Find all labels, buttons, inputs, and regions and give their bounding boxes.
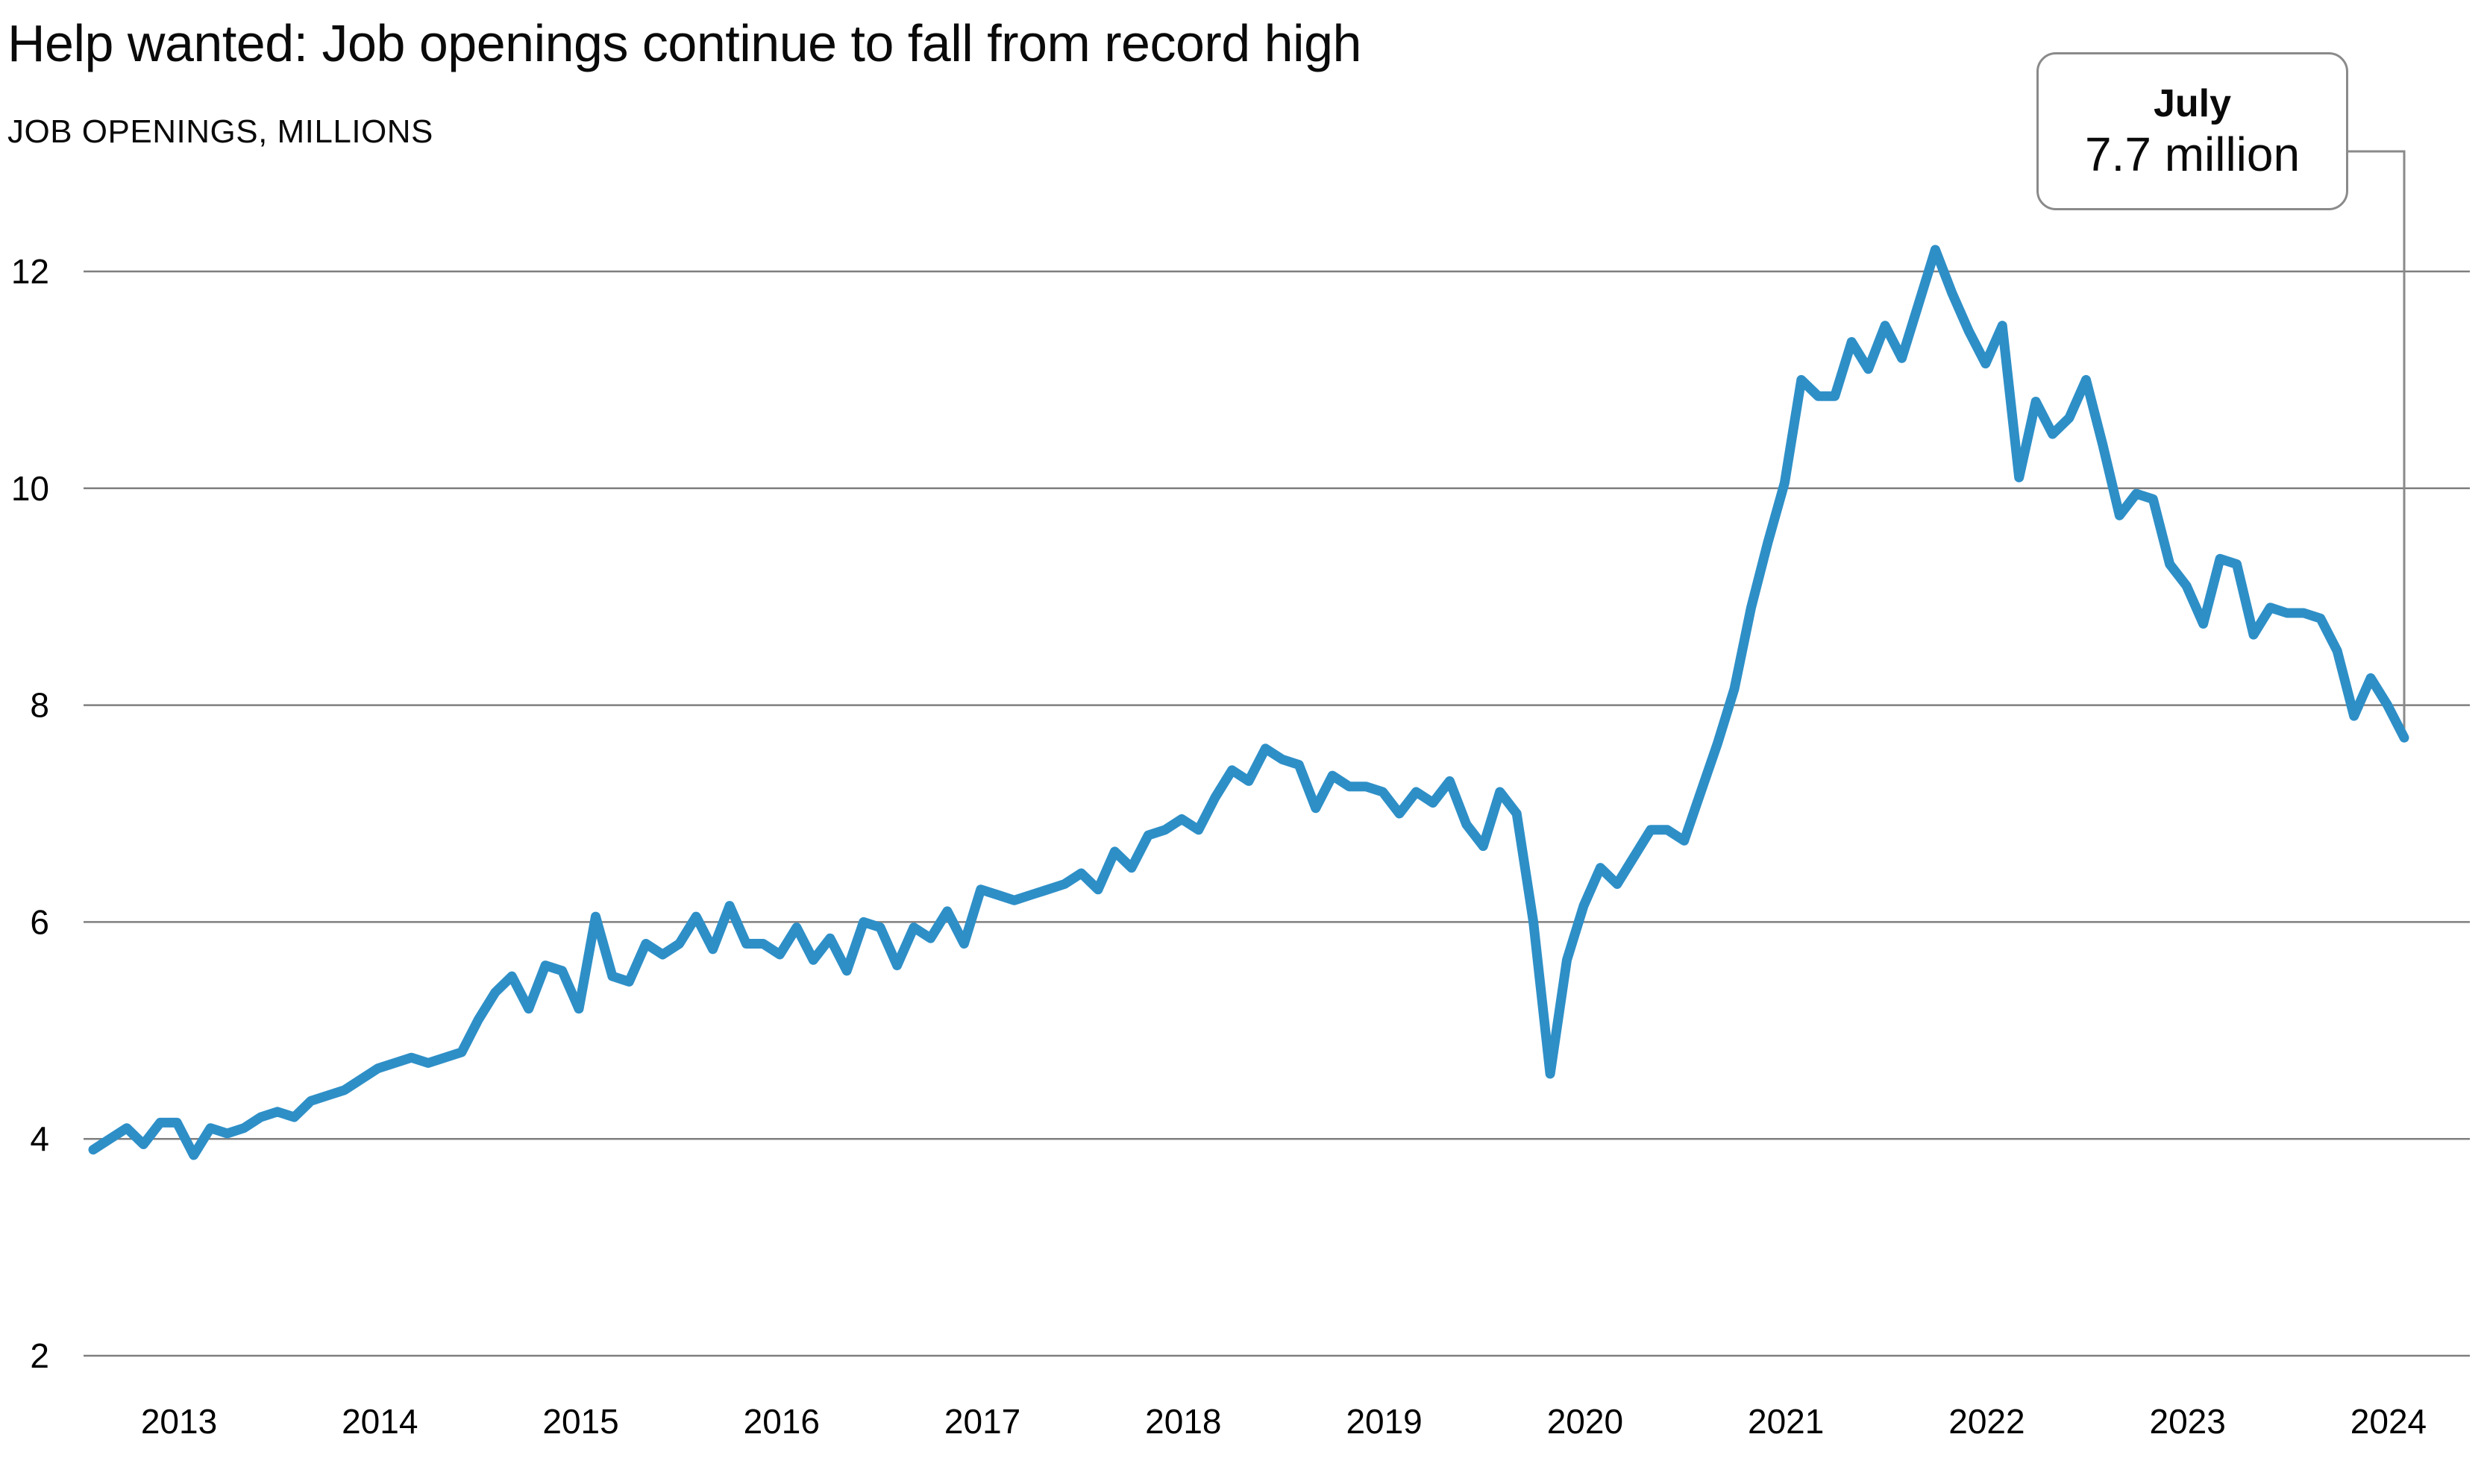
callout-box: July 7.7 million: [2036, 52, 2348, 210]
y-axis-tick-label: 8: [30, 686, 49, 725]
chart-subtitle: JOB OPENINGS, MILLIONS: [7, 113, 433, 150]
y-axis-tick-label: 4: [30, 1119, 49, 1158]
callout-connector: [2348, 150, 2406, 738]
y-axis-tick-label: 10: [11, 469, 49, 508]
callout-month-label: July: [2153, 82, 2232, 125]
x-axis-tick-label: 2019: [1346, 1402, 1422, 1441]
y-axis-tick-label: 12: [11, 252, 49, 291]
x-axis-tick-label: 2022: [1948, 1402, 2025, 1441]
x-axis-tick-label: 2015: [542, 1402, 618, 1441]
page-title: Help wanted: Job openings continue to fa…: [7, 14, 1361, 72]
x-axis-tick-label: 2021: [1748, 1402, 1824, 1441]
x-axis-tick-label: 2023: [2150, 1402, 2226, 1441]
callout-value: 7.7 million: [2084, 128, 2301, 181]
x-axis-tick-label: 2017: [944, 1402, 1020, 1441]
x-axis-tick-label: 2014: [342, 1402, 418, 1441]
x-axis-tick-label: 2016: [744, 1402, 820, 1441]
x-axis-tick-label: 2024: [2350, 1402, 2427, 1441]
x-axis-tick-label: 2013: [141, 1402, 217, 1441]
y-axis-tick-label: 6: [30, 902, 49, 941]
x-axis-tick-label: 2018: [1145, 1402, 1221, 1441]
job-openings-line: [88, 245, 2409, 1160]
x-axis-tick-label: 2020: [1547, 1402, 1623, 1441]
y-axis-tick-label: 2: [30, 1336, 49, 1375]
